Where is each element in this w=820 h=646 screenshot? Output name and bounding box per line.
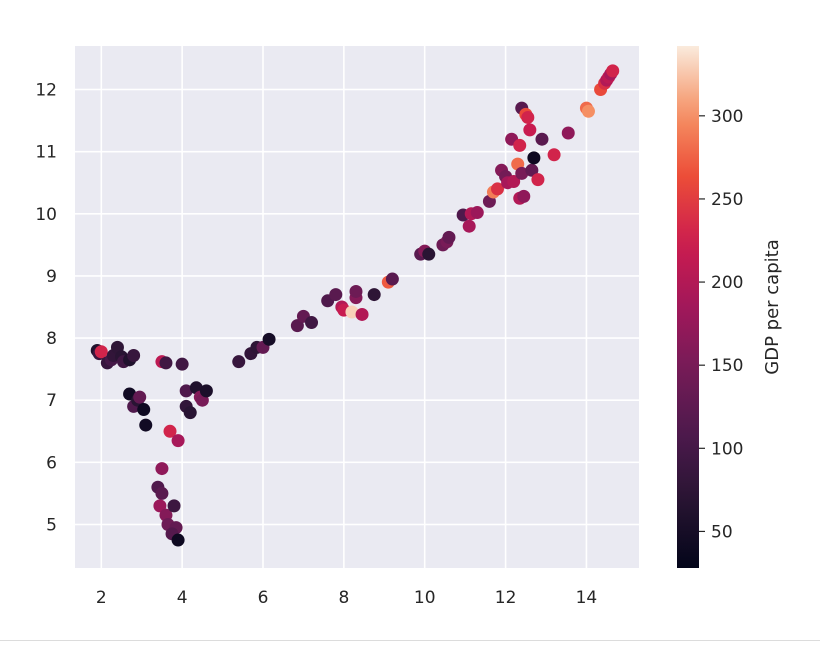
x-tick-label: 14 — [576, 588, 598, 608]
scatter-point — [561, 126, 575, 140]
scatter-point — [385, 272, 399, 286]
y-tick-label: 9 — [46, 267, 57, 287]
scatter-point — [139, 418, 153, 432]
scatter-point — [153, 499, 167, 513]
scatter-point — [422, 247, 436, 261]
x-tick-label: 10 — [414, 588, 436, 608]
x-tick-label: 6 — [258, 588, 269, 608]
scatter-point — [167, 499, 181, 513]
bottom-rule — [0, 640, 820, 641]
y-tick-label: 11 — [35, 143, 57, 163]
scatter-point — [531, 173, 545, 187]
scatter-point — [155, 462, 169, 476]
y-tick-label: 8 — [46, 329, 57, 349]
scatter-point — [517, 189, 531, 203]
scatter-point — [470, 206, 484, 220]
scatter-point — [262, 332, 276, 346]
scatter-point — [155, 486, 169, 500]
colorbar-ticks: 50 100 150 200 250 300 — [699, 107, 743, 542]
y-tick-label: 10 — [35, 205, 57, 225]
x-tick-label: 8 — [338, 588, 349, 608]
scatter-point — [159, 356, 173, 370]
scatter-point — [175, 357, 189, 371]
scatter-point — [290, 319, 304, 333]
scatter-point — [547, 148, 561, 162]
scatter-point — [521, 110, 535, 124]
colorbar — [677, 46, 699, 568]
plot-area — [75, 46, 639, 568]
scatter-point — [507, 174, 521, 188]
y-axis-ticks: 5 6 7 8 9 10 11 12 — [35, 81, 57, 536]
scatter-point — [94, 345, 108, 359]
colorbar-tick-label: 200 — [711, 273, 743, 293]
scatter-point — [171, 434, 185, 448]
scatter-point — [133, 390, 147, 404]
scatter-point — [525, 163, 539, 177]
x-tick-label: 12 — [495, 588, 517, 608]
scatter-point — [523, 123, 537, 137]
colorbar-tick-label: 100 — [711, 439, 743, 459]
scatter-point — [535, 132, 549, 146]
scatter-point — [199, 384, 213, 398]
scatter-point — [367, 288, 381, 302]
scatter-point — [179, 384, 193, 398]
colorbar-tick-label: 150 — [711, 356, 743, 376]
scatter-point — [515, 166, 529, 180]
x-tick-label: 2 — [96, 588, 107, 608]
scatter-point — [163, 424, 177, 438]
scatter-point — [581, 104, 595, 118]
x-axis-ticks: 2 4 6 8 10 12 14 — [96, 588, 597, 608]
scatter-point — [513, 138, 527, 152]
colorbar-tick-label: 50 — [711, 522, 733, 542]
colorbar-label: GDP per capita — [762, 239, 783, 374]
colorbar-tick-label: 300 — [711, 107, 743, 127]
scatter-point — [329, 288, 343, 302]
scatter-point — [490, 182, 504, 196]
y-tick-label: 7 — [46, 391, 57, 411]
scatter-point — [606, 64, 620, 78]
scatter-point — [527, 151, 541, 165]
scatter-point — [127, 348, 141, 362]
y-tick-label: 12 — [35, 81, 57, 101]
scatter-point — [349, 284, 363, 298]
scatter-point — [442, 230, 456, 244]
x-tick-label: 4 — [177, 588, 188, 608]
scatter-point — [137, 403, 151, 417]
scatter-point — [355, 307, 369, 321]
scatter-point — [232, 355, 246, 369]
scatter-point — [345, 305, 359, 319]
scatter-point — [183, 406, 197, 420]
scatter-point — [305, 316, 319, 330]
y-tick-label: 5 — [46, 516, 57, 536]
y-tick-label: 6 — [46, 453, 57, 473]
colorbar-tick-label: 250 — [711, 190, 743, 210]
scatter-points — [90, 64, 620, 547]
scatter-point — [171, 533, 185, 547]
scatter-point — [462, 219, 476, 233]
